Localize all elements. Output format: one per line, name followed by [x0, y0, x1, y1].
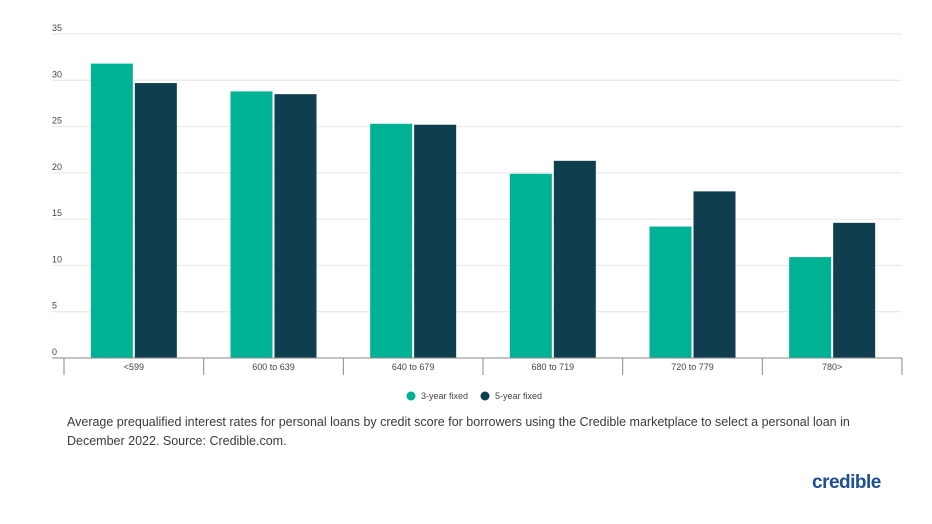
y-tick-label: 35 — [52, 23, 62, 33]
bar-3yr — [789, 257, 832, 358]
x-category-label: 720 to 779 — [671, 362, 714, 372]
y-axis-ticks: 0 5 10 15 20 25 30 35 — [52, 23, 62, 357]
y-tick-label: 10 — [52, 254, 62, 264]
y-tick-label: 25 — [52, 116, 62, 126]
y-tick-label: 20 — [52, 162, 62, 172]
bar-3yr — [649, 226, 692, 358]
x-category-label: <599 — [124, 362, 144, 372]
bar-5yr — [134, 83, 177, 358]
legend-label: 5-year fixed — [495, 391, 542, 401]
bar-5yr — [274, 94, 317, 359]
legend-label: 3-year fixed — [421, 391, 468, 401]
bar-5yr — [414, 124, 457, 358]
grid-lines — [52, 33, 902, 313]
y-tick-label: 0 — [52, 347, 57, 357]
bar-3yr — [509, 173, 552, 358]
bar-5yr — [693, 191, 736, 358]
bar-chart: 0 5 10 15 20 25 30 35 <599 600 to 639 640 to 679 6… — [52, 23, 903, 401]
y-tick-label: 30 — [52, 69, 62, 79]
y-tick-label: 5 — [52, 301, 57, 311]
bar-3yr — [90, 63, 133, 358]
legend-swatch — [406, 391, 416, 401]
bar-5yr — [833, 222, 876, 358]
x-axis: <599 600 to 639 640 to 679 680 to 719 720 to… — [52, 357, 903, 375]
bar-3yr — [370, 123, 413, 359]
x-category-label: 780> — [822, 362, 842, 372]
credible-logo: credible — [812, 472, 881, 493]
y-tick-label: 15 — [52, 208, 62, 218]
bar-3yr — [230, 91, 273, 358]
x-category-label: 640 to 679 — [392, 362, 435, 372]
legend: 3-year fixed 5-year fixed — [406, 391, 542, 401]
legend-swatch — [480, 391, 490, 401]
x-category-label: 600 to 639 — [252, 362, 295, 372]
bar-5yr — [553, 160, 596, 358]
bars — [90, 63, 876, 359]
chart-caption: Average prequalified interest rates for … — [67, 415, 850, 448]
x-category-label: 680 to 719 — [532, 362, 575, 372]
